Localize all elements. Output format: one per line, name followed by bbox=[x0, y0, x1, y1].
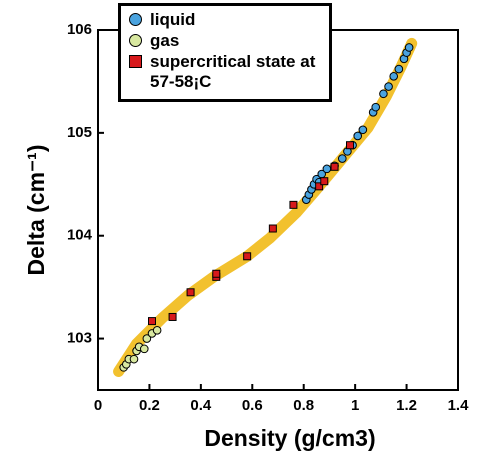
point bbox=[346, 141, 354, 150]
x-tick-label: 0.8 bbox=[293, 397, 314, 414]
point bbox=[186, 288, 195, 297]
point bbox=[142, 334, 152, 343]
legend-item: liquid bbox=[129, 10, 323, 30]
x-tick-label: 0 bbox=[94, 397, 102, 414]
point bbox=[389, 71, 399, 81]
legend-marker bbox=[129, 55, 142, 68]
legend-label: supercritical state at 57-58¡C bbox=[150, 52, 316, 91]
point bbox=[322, 164, 332, 174]
point bbox=[320, 177, 329, 186]
y-tick-label: 103 bbox=[67, 330, 92, 347]
point bbox=[212, 269, 221, 278]
point bbox=[371, 102, 381, 112]
legend: liquid gas supercritical state at 57-58¡C bbox=[118, 3, 332, 102]
legend-marker bbox=[129, 13, 142, 26]
y-tick-label: 104 bbox=[67, 227, 93, 244]
point bbox=[358, 125, 368, 135]
legend-marker bbox=[129, 34, 142, 47]
y-axis-label: Delta (cm⁻¹) bbox=[23, 145, 49, 276]
point bbox=[129, 354, 139, 364]
x-tick-label: 0.2 bbox=[139, 397, 160, 414]
point bbox=[168, 312, 177, 321]
point bbox=[353, 131, 363, 141]
point bbox=[330, 162, 339, 171]
x-tick-label: 1.4 bbox=[448, 397, 470, 414]
point bbox=[404, 43, 414, 52]
point bbox=[148, 317, 156, 326]
x-tick-label: 0.4 bbox=[190, 397, 212, 414]
legend-item: supercritical state at 57-58¡C bbox=[129, 52, 323, 92]
x-tick-label: 0.6 bbox=[242, 397, 263, 414]
point bbox=[384, 82, 393, 91]
legend-item: gas bbox=[129, 31, 323, 51]
legend-label: liquid bbox=[150, 10, 196, 29]
point bbox=[394, 64, 404, 74]
x-tick-label: 1 bbox=[351, 397, 359, 414]
point bbox=[289, 200, 298, 209]
x-axis-label: Density (g/cm3) bbox=[204, 425, 375, 451]
legend-label: gas bbox=[150, 31, 180, 50]
point bbox=[243, 252, 252, 261]
point bbox=[268, 224, 277, 233]
point bbox=[337, 154, 347, 163]
point bbox=[315, 182, 324, 191]
y-tick-label: 105 bbox=[67, 124, 92, 141]
point bbox=[152, 326, 162, 335]
point bbox=[139, 344, 149, 354]
x-tick-label: 1.2 bbox=[396, 397, 417, 414]
point bbox=[379, 89, 388, 99]
fit-curve bbox=[113, 37, 418, 377]
y-tick-label: 106 bbox=[67, 21, 92, 38]
